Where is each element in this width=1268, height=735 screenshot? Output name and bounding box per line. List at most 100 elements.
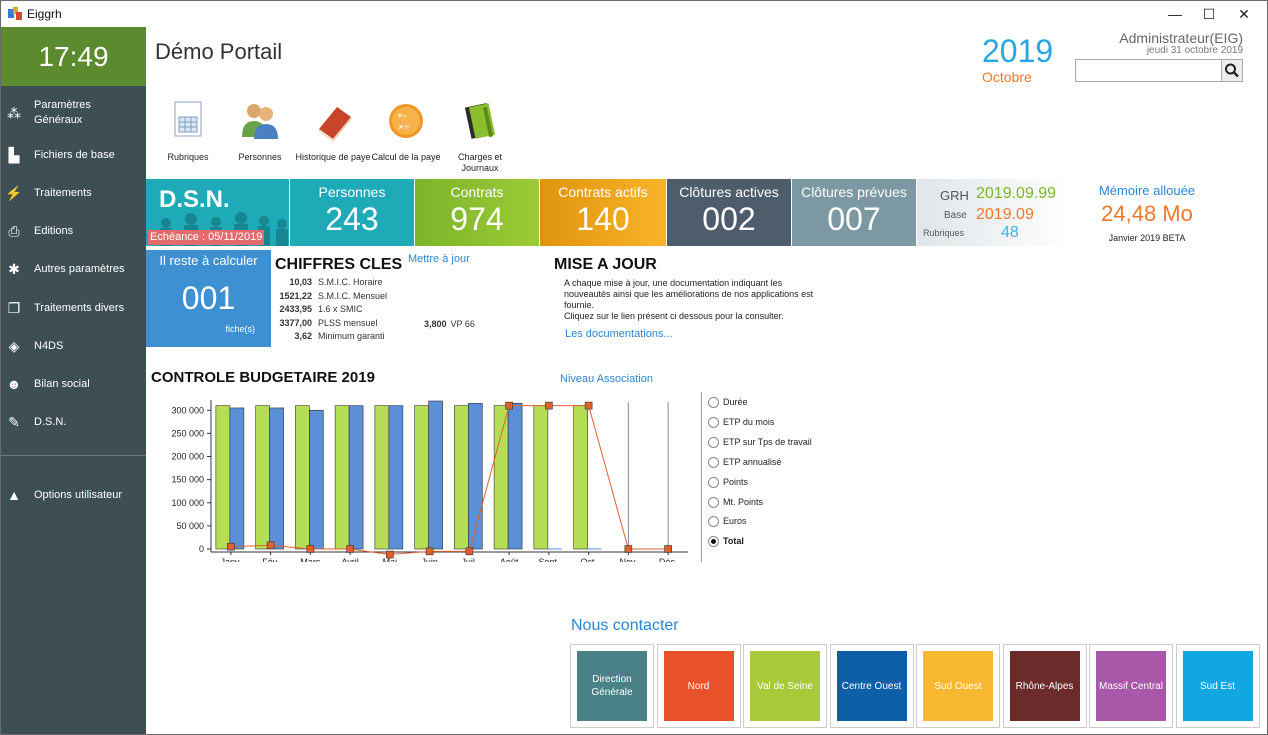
x-tick-label: Fév. [262, 557, 279, 562]
lightning-icon: ⚡ [5, 185, 23, 201]
budget-options: Durée ETP du mois ETP sur Tps de travail ET… [701, 392, 841, 562]
radio-button[interactable] [708, 496, 719, 508]
toolbar-button-4[interactable]: Charges et Journaux [442, 99, 518, 174]
x-tick-label: Août [500, 557, 519, 562]
version-panel: GRH 2019.09.99 Base 2019.09 Rubriques 48 [917, 179, 1070, 246]
ecart-point [545, 401, 553, 410]
journal-icon [464, 103, 496, 139]
stat-tile-0[interactable]: Personnes 243 [290, 179, 414, 246]
radio-button[interactable] [708, 456, 719, 468]
niveau-association-link[interactable]: Niveau Association [560, 373, 653, 385]
ecart-point [465, 547, 474, 556]
search-button[interactable] [1221, 59, 1243, 82]
stat-tile-3[interactable]: Clôtures actives 002 [667, 179, 791, 246]
sidebar-item-9[interactable]: ▲ Options utilisateur [1, 479, 146, 511]
y-tick-label: 250 000 [171, 428, 204, 438]
contact-tile-5[interactable]: Rhône-Alpes [1002, 644, 1087, 728]
radio-button[interactable] [708, 516, 719, 528]
bar-budget [493, 405, 509, 550]
radio-button[interactable] [708, 536, 719, 548]
dsn-title: D.S.N. [159, 186, 230, 213]
contact-tile-3[interactable]: Centre Ouest [829, 644, 914, 728]
sidebar-item-5[interactable]: ❐ Traitements divers [1, 292, 146, 324]
sidebar-item-8[interactable]: ✎ D.S.N. [1, 406, 146, 438]
bar-budget [454, 405, 469, 550]
sidebar-item-label: Traitements [34, 187, 92, 199]
sidebar: 17:49 ⁂ Paramètres Généraux ▙ Fichiers de b… [1, 27, 146, 734]
radio-button[interactable] [708, 476, 719, 488]
contact-tile-1[interactable]: Nord [656, 644, 741, 728]
toolbar-button-3[interactable]: +- ×÷ Calcul de la paye [368, 99, 444, 163]
tools-icon: ✱ [8, 261, 20, 277]
key-figure-value: 1521,22 [279, 290, 312, 301]
contact-tile-label: Rhône-Alpes [1009, 651, 1080, 721]
grh-label: GRH [940, 188, 969, 203]
dsn-tile[interactable]: D.S.N. Echéance : 05/11/2019 [146, 179, 289, 246]
persons-icon [242, 104, 278, 139]
sidebar-item-4[interactable]: ✱ Autres paramètres [1, 253, 146, 285]
stat-tile-1[interactable]: Contrats 974 [415, 179, 539, 246]
user-name[interactable]: Administrateur(EIG) [1119, 30, 1243, 46]
dsn-deadline: Echéance : 05/11/2019 [148, 230, 265, 245]
stat-tile-2[interactable]: Contrats actifs 140 [540, 179, 666, 246]
bar-budget [414, 405, 429, 550]
bar-budget [533, 405, 549, 550]
sidebar-item-0[interactable]: ⁂ Paramètres Généraux [1, 97, 146, 129]
bar-budget [215, 405, 231, 550]
search-icon [1225, 63, 1239, 78]
stat-tile-label: Personnes [318, 184, 386, 200]
maximize-button[interactable]: ☐ [1202, 6, 1216, 22]
update-link[interactable]: Mettre à jour [408, 253, 470, 265]
x-tick-label: Oct. [580, 557, 597, 562]
radio-button[interactable] [708, 397, 719, 408]
budget-option-label: Total [723, 536, 744, 547]
x-tick-label: Avril [341, 557, 358, 562]
contact-tile-label: Sud Est [1182, 651, 1253, 721]
remaining-label: Il reste à calculer [159, 253, 258, 268]
key-figure-value: 3,62 [294, 331, 312, 341]
stat-tile-4[interactable]: Clôtures prévues 007 [792, 179, 916, 246]
contact-tile-7[interactable]: Sud Est [1175, 644, 1260, 728]
sidebar-item-7[interactable]: ☻ Bilan social [1, 368, 146, 400]
sidebar-item-3[interactable]: ⎙ Editions [1, 215, 146, 247]
key-figure-row: 3,62 Minimum garanti [276, 331, 384, 341]
toolbar-button-label: Historique de paye [295, 152, 371, 162]
contact-tile-label: Direction Générale [577, 651, 647, 721]
toolbar-button-2[interactable]: Historique de paye [295, 99, 371, 163]
close-button[interactable]: ✕ [1238, 6, 1250, 22]
key-figure-label: S.M.I.C. Mensuel [318, 290, 388, 301]
radio-button[interactable] [708, 436, 719, 448]
budget-option-label: ETP annualisé [723, 456, 782, 467]
sidebar-item-1[interactable]: ▙ Fichiers de base [1, 139, 146, 171]
bar-realise [309, 409, 324, 550]
ecart-point [306, 545, 315, 553]
remaining-tile[interactable]: Il reste à calculer 001 fiche(s) [146, 250, 271, 347]
svg-text:+-: +- [397, 111, 406, 122]
app-icon [8, 7, 22, 20]
current-month: Octobre [982, 69, 1032, 85]
contact-tile-0[interactable]: Direction Générale [570, 644, 654, 728]
x-tick-label: Sept. [538, 557, 559, 562]
radio-button[interactable] [708, 416, 719, 428]
sidebar-item-6[interactable]: ◈ N4DS [1, 330, 146, 362]
key-figure-row: 3377,00 PLSS mensuel [276, 318, 377, 328]
stat-tile-label: Contrats [450, 184, 504, 200]
contact-tile-4[interactable]: Sud Ouest [916, 644, 1000, 728]
ecart-point [505, 401, 513, 410]
contact-tile-6[interactable]: Massif Central [1089, 644, 1173, 728]
minimize-button[interactable]: — [1168, 6, 1182, 22]
budget-option-label: ETP du mois [723, 416, 775, 427]
sidebar-item-label: Options utilisateur [34, 489, 123, 501]
sidebar-item-2[interactable]: ⚡ Traitements [1, 177, 146, 209]
toolbar-button-1[interactable]: Personnes [222, 99, 298, 163]
contact-tile-2[interactable]: Val de Seine [743, 644, 827, 728]
remaining-value: 001 [181, 280, 236, 316]
people-icon: ☻ [6, 376, 22, 392]
stat-tile-value: 974 [450, 201, 504, 237]
toolbar-button-0[interactable]: Rubriques [150, 99, 226, 163]
search-input[interactable] [1075, 59, 1223, 82]
toolbar-button-label: Rubriques [167, 152, 209, 162]
documentation-link[interactable]: Les documentations... [565, 328, 673, 340]
contact-title: Nous contacter [571, 617, 679, 634]
vp-row: 3,800 VP 66 [424, 319, 475, 329]
